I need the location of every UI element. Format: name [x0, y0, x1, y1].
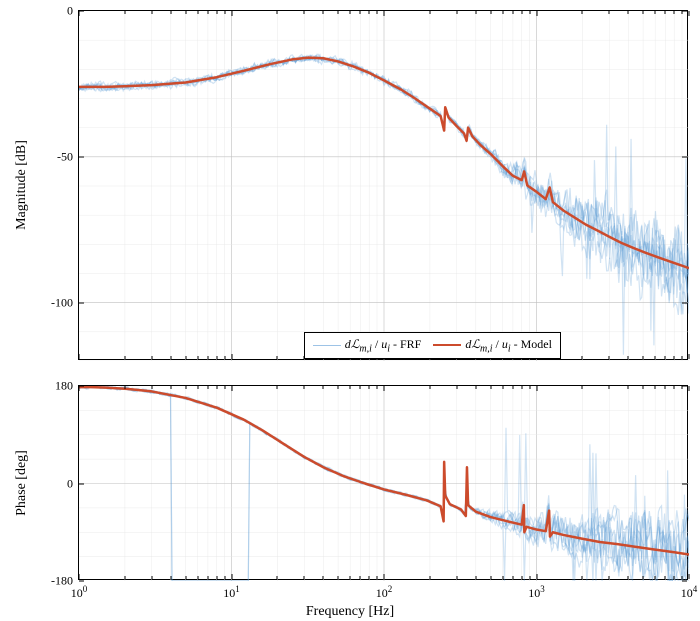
- xtick-label: 101: [223, 579, 240, 601]
- xlabel: Frequency [Hz]: [306, 604, 394, 620]
- xtick-label: 100: [71, 579, 88, 601]
- legend-label: dℒm,i / ui - Model: [465, 337, 552, 351]
- ytick-label: -100: [51, 295, 79, 310]
- xtick-label: 104: [681, 579, 698, 601]
- phase-axes: -1800180100101102103104: [78, 385, 688, 580]
- magnitude-plot-svg: [79, 11, 689, 361]
- legend-entry: dℒm,i / ui - Model: [433, 337, 552, 354]
- xtick-label: 103: [528, 579, 545, 601]
- ytick-label: 0: [67, 476, 79, 491]
- ytick-label: 180: [55, 379, 79, 394]
- ytick-label: 0: [67, 4, 79, 19]
- ytick-label: -50: [57, 149, 79, 164]
- magnitude-ylabel: Magnitude [dB]: [14, 140, 30, 230]
- legend: dℒm,i / ui - FRF dℒm,i / ui - Model: [304, 332, 561, 359]
- xtick-label: 102: [376, 579, 393, 601]
- legend-entry: dℒm,i / ui - FRF: [313, 337, 422, 354]
- legend-label: dℒm,i / ui - FRF: [345, 337, 422, 351]
- phase-plot-svg: [79, 386, 689, 581]
- magnitude-axes: -100-500: [78, 10, 688, 360]
- bode-figure: -100-500 -1800180100101102103104 Magnitu…: [0, 0, 700, 621]
- phase-ylabel: Phase [deg]: [14, 450, 30, 516]
